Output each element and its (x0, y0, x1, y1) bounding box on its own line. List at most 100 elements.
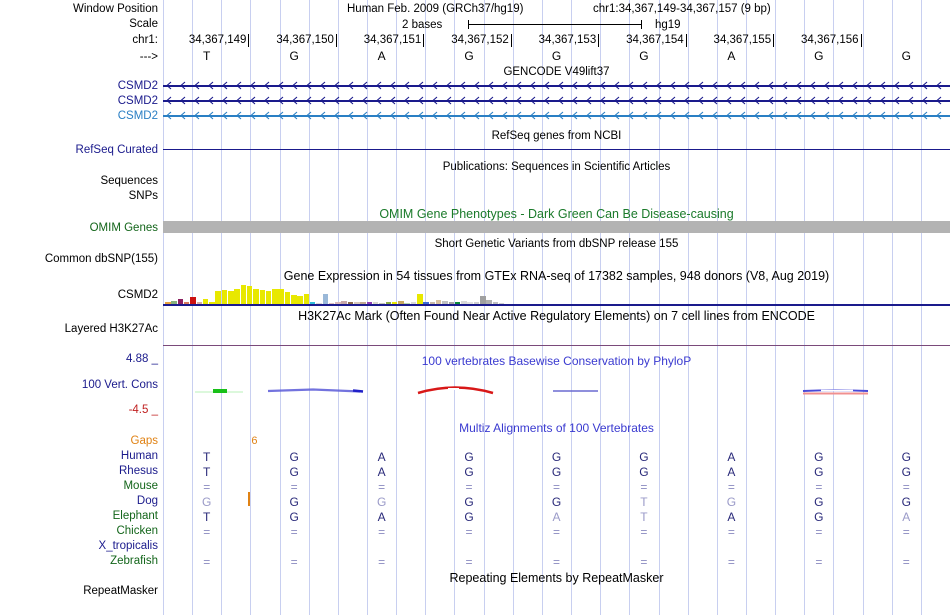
gtex-bar[interactable] (328, 302, 335, 304)
multiz-base-cell[interactable]: G (376, 495, 387, 509)
gtex-bar[interactable] (272, 289, 278, 304)
multiz-base-cell[interactable]: T (203, 450, 211, 464)
multiz-base-cell[interactable]: T (203, 465, 211, 479)
label-species-rhesus[interactable]: Rhesus (119, 465, 158, 477)
label-species-dog[interactable]: Dog (136, 495, 158, 507)
multiz-base-cell[interactable]: G (551, 465, 562, 479)
multiz-base-cell[interactable]: G (639, 465, 649, 479)
gtex-bar[interactable] (379, 302, 385, 304)
gtex-bar[interactable] (177, 299, 184, 304)
gtex-bar[interactable] (278, 288, 284, 304)
multiz-base-cell[interactable]: G (464, 495, 474, 509)
multiz-gap-cell[interactable]: = (727, 525, 735, 539)
gtex-bar[interactable] (341, 301, 347, 304)
gtex-bar[interactable] (442, 301, 448, 304)
gtex-bar[interactable] (316, 302, 322, 304)
gtex-bar[interactable] (284, 292, 291, 304)
track-data-area[interactable]: Human Feb. 2009 (GRCh37/hg19) chr1:34,36… (163, 0, 950, 615)
gtex-bar[interactable] (291, 294, 297, 304)
multiz-base-cell[interactable]: A (377, 465, 386, 479)
multiz-base-cell[interactable]: G (726, 495, 737, 509)
gtex-bar[interactable] (492, 302, 499, 304)
gtex-bar[interactable] (360, 301, 366, 304)
label-sequences[interactable]: Sequences (100, 175, 158, 187)
label-omim-genes[interactable]: OMIM Genes (89, 222, 158, 234)
multiz-base-cell[interactable]: A (902, 510, 911, 524)
gtex-bar-chart[interactable] (163, 282, 950, 304)
multiz-gap-cell[interactable]: = (552, 480, 560, 494)
conservation-plot[interactable] (163, 360, 950, 415)
multiz-base-cell[interactable]: A (727, 465, 736, 479)
gtex-bar[interactable] (372, 302, 379, 304)
multiz-gap-cell[interactable]: = (552, 525, 560, 539)
gtex-bar[interactable] (183, 302, 190, 304)
gtex-bar[interactable] (435, 300, 442, 304)
gene-row-1[interactable] (163, 80, 950, 91)
multiz-gap-cell[interactable]: = (465, 555, 473, 569)
multiz-gap-cell[interactable]: = (902, 480, 910, 494)
gtex-bar[interactable] (398, 301, 404, 304)
gene-row-3[interactable] (163, 110, 950, 121)
gtex-bar[interactable] (240, 285, 247, 304)
multiz-gap-cell[interactable]: = (378, 525, 386, 539)
multiz-gap-cell[interactable]: = (902, 555, 910, 569)
gtex-bar[interactable] (202, 299, 209, 304)
label-cons[interactable]: 100 Vert. Cons (81, 379, 158, 391)
multiz-base-cell[interactable]: G (289, 495, 299, 509)
gtex-bar[interactable] (253, 288, 259, 304)
label-species-mouse[interactable]: Mouse (123, 480, 158, 492)
gtex-bar[interactable] (309, 301, 316, 304)
gtex-bar[interactable] (473, 301, 480, 304)
multiz-base-cell[interactable]: A (377, 510, 386, 524)
omim-gene-bar[interactable] (163, 221, 950, 233)
multiz-gap-cell[interactable]: = (640, 555, 648, 569)
multiz-base-cell[interactable]: G (464, 450, 474, 464)
label-species-elephant[interactable]: Elephant (112, 510, 158, 522)
gtex-bar[interactable] (215, 291, 221, 304)
gtex-bar[interactable] (354, 302, 360, 304)
label-layered-h3k27ac[interactable]: Layered H3K27Ac (64, 323, 158, 335)
multiz-base-cell[interactable]: G (464, 510, 474, 524)
multiz-gap-cell[interactable]: = (815, 555, 823, 569)
label-gene-csmd2-1[interactable]: CSMD2 (117, 80, 158, 92)
multiz-base-cell[interactable]: G (814, 465, 824, 479)
multiz-gap-cell[interactable]: = (290, 480, 298, 494)
multiz-base-cell[interactable]: G (901, 465, 911, 479)
multiz-base-cell[interactable]: G (464, 465, 474, 479)
multiz-gap-cell[interactable]: = (203, 480, 211, 494)
multiz-gap-cell[interactable]: = (640, 480, 648, 494)
multiz-base-cell[interactable]: A (552, 510, 561, 524)
gtex-bar[interactable] (209, 302, 215, 304)
gtex-bar[interactable] (335, 301, 341, 304)
multiz-gap-cell[interactable]: = (203, 555, 211, 569)
multiz-base-cell[interactable]: A (727, 510, 736, 524)
gtex-bar[interactable] (461, 301, 467, 304)
multiz-gap-cell[interactable]: = (902, 525, 910, 539)
gtex-bar[interactable] (259, 289, 265, 304)
multiz-gap-cell[interactable]: = (815, 480, 823, 494)
multiz-base-cell[interactable]: G (289, 465, 299, 479)
multiz-base-cell[interactable]: G (814, 495, 824, 509)
multiz-base-cell[interactable]: G (639, 450, 649, 464)
multiz-base-cell[interactable]: G (289, 510, 299, 524)
gtex-bar[interactable] (297, 295, 303, 304)
gtex-bar[interactable] (221, 290, 228, 304)
multiz-gap-cell[interactable]: = (378, 480, 386, 494)
gtex-bar[interactable] (486, 300, 492, 304)
gtex-bar[interactable] (234, 288, 240, 304)
multiz-gap-cell[interactable]: = (290, 525, 298, 539)
multiz-base-cell[interactable]: T (640, 510, 648, 524)
gtex-bar[interactable] (404, 302, 410, 304)
multiz-gap-cell[interactable]: = (203, 525, 211, 539)
gtex-bar[interactable] (385, 301, 391, 304)
gtex-bar[interactable] (171, 300, 177, 304)
gtex-bar[interactable] (366, 302, 373, 304)
label-species-zebrafish[interactable]: Zebrafish (110, 555, 158, 567)
label-gene-csmd2-2[interactable]: CSMD2 (117, 95, 158, 107)
multiz-gap-cell[interactable]: = (727, 480, 735, 494)
multiz-gap-cell[interactable]: = (815, 525, 823, 539)
multiz-gap-cell[interactable]: = (727, 555, 735, 569)
gtex-bar[interactable] (429, 301, 436, 304)
multiz-base-cell[interactable]: G (901, 495, 911, 509)
